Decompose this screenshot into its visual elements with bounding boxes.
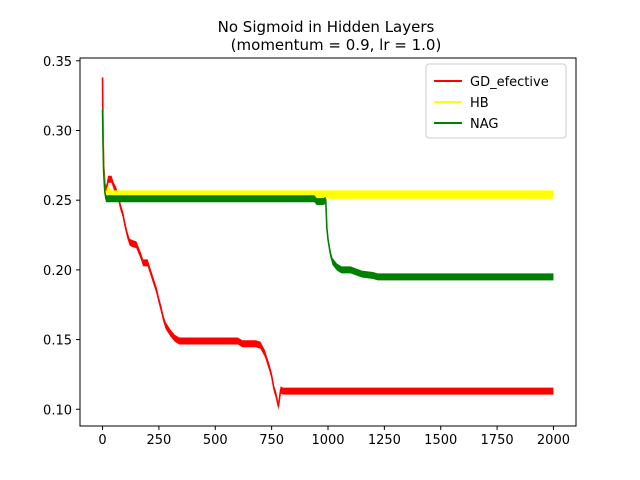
series-band-hb <box>102 108 554 201</box>
x-axis: 0 250 500 750 1000 1250 1500 1750 2000 <box>98 426 570 448</box>
y-tick-label: 0.10 <box>43 403 72 418</box>
series-line-nag <box>101 109 554 278</box>
x-tick-label: 500 <box>203 433 228 448</box>
legend-box <box>425 63 567 139</box>
y-tick-label: 0.30 <box>43 124 72 139</box>
legend-label-hb: HB <box>470 96 489 111</box>
series-line-gd_efective <box>101 77 554 407</box>
x-tick-label: 1750 <box>481 433 514 448</box>
x-tick-label: 1250 <box>368 433 401 448</box>
x-tick-label: 0 <box>98 433 106 448</box>
x-tick-label: 2000 <box>537 433 570 448</box>
series-layer <box>101 74 554 410</box>
y-tick-label: 0.15 <box>43 334 72 349</box>
legend-label-nag: NAG <box>470 117 498 132</box>
x-tick-label: 750 <box>259 433 284 448</box>
series-nag <box>101 106 554 281</box>
x-tick-label: 250 <box>146 433 171 448</box>
legend-label-gd_efective: GD_efective <box>470 75 549 90</box>
y-tick-label: 0.25 <box>43 194 72 209</box>
series-gd_efective <box>101 74 554 410</box>
y-axis: 0.10 0.15 0.20 0.25 0.30 0.35 <box>43 55 80 418</box>
x-tick-label: 1000 <box>311 433 344 448</box>
chart-title-line-2: (momentum = 0.9, lr = 1.0) <box>231 36 442 54</box>
x-tick-label: 1500 <box>424 433 457 448</box>
y-tick-label: 0.20 <box>43 264 72 279</box>
y-tick-label: 0.35 <box>43 55 72 70</box>
chart-title-line-1: No Sigmoid in Hidden Layers <box>218 18 435 36</box>
legend: GD_efective HB NAG <box>425 63 567 139</box>
